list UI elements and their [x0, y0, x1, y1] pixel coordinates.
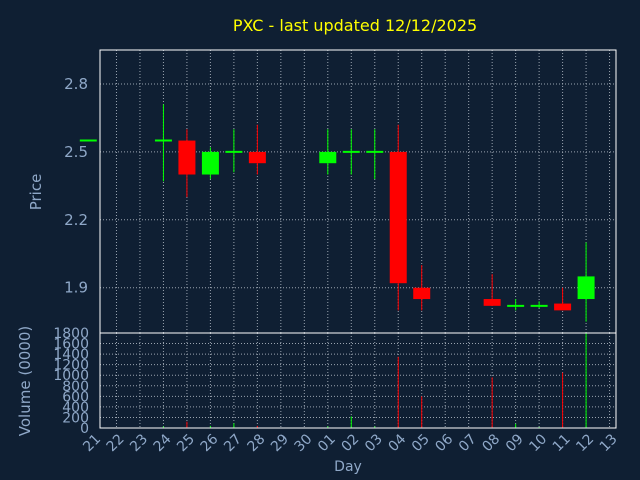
- volume-axis-label: Volume (0000): [16, 326, 34, 436]
- volume-tick-label: 400: [62, 400, 89, 416]
- price-axis-ticks: 1.9 2.2 2.5 2.8: [64, 75, 88, 297]
- candle-body: [319, 151, 337, 164]
- candle-body: [554, 303, 572, 311]
- volume-tick-label: 0: [80, 421, 89, 437]
- chart-title: PXC - last updated 12/12/2025: [233, 16, 477, 35]
- x-axis-ticks: 21 22 23 24 25 26 27 28 29 30 01 02 03 04 05 06 07 08 09 10…: [80, 431, 620, 455]
- volume-grid: [100, 333, 616, 428]
- x-axis-label: Day: [334, 459, 362, 475]
- volume-tick-label: 200: [62, 410, 89, 426]
- volume-tick-label: 1800: [53, 326, 89, 342]
- candle-body: [413, 287, 431, 300]
- price-tick-label: 2.5: [64, 143, 88, 161]
- price-tick-label: 2.2: [64, 211, 88, 229]
- volume-tick-label: 600: [62, 389, 89, 405]
- volume-tick-label: 1200: [53, 358, 89, 374]
- candle-body: [248, 151, 266, 164]
- volume-plot-frame: [99, 332, 617, 429]
- price-axis-label: Price: [27, 174, 45, 211]
- volume-tick-label: 1400: [53, 347, 89, 363]
- candle-body: [178, 140, 196, 175]
- candle-body: [389, 151, 407, 284]
- volume-tick-label: 1600: [53, 337, 89, 353]
- volume-tick-label: 1000: [53, 368, 89, 384]
- price-candles: [79, 104, 595, 322]
- volume-tick-label: 800: [62, 379, 89, 395]
- candle-body: [577, 276, 595, 300]
- price-tick-label: 1.9: [64, 279, 88, 297]
- price-tick-label: 2.8: [64, 75, 88, 93]
- candle-body: [483, 299, 501, 306]
- candle-body: [201, 151, 219, 175]
